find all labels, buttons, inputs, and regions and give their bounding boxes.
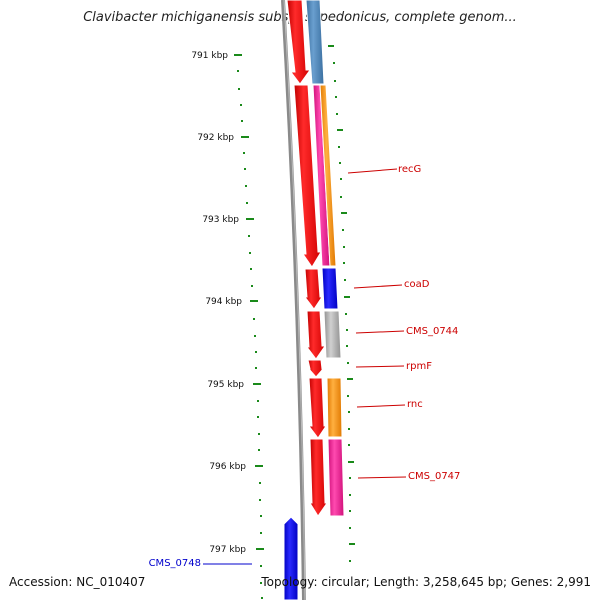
gene-label-cms0748: CMS_0748 [149,558,201,569]
leader-rnc [356,404,406,408]
feature-red-7 [309,438,328,517]
tick-label-791: 791 kbp [191,51,228,61]
feature-red-3 [304,268,323,310]
feature-orange-rnc [326,377,343,438]
tick-label-793: 793 kbp [202,215,239,225]
feature-grey-cms0744 [323,310,342,359]
gene-label-rnc: rnc [407,399,423,410]
accession-text: Accession: NC_010407 [9,575,146,589]
tick-791 [234,54,242,56]
tick-label-797: 797 kbp [209,545,246,555]
leader-rpmF [355,365,405,368]
gene-label-recG: recG [398,164,421,175]
tick-792 [241,136,249,138]
gene-labels: recG coaD CMS_0744 rpmF rnc CMS_0747 CMS… [149,164,461,569]
leader-cms0744 [355,330,405,334]
feature-blue-cms0748 [283,516,299,600]
feature-red-4 [306,310,326,360]
inner-dotted-ruler [328,45,355,562]
leader-coaD [353,284,403,289]
gene-label-coaD: coaD [404,279,430,290]
feature-red-6 [308,377,327,439]
feature-red-1 [286,0,311,85]
tick-795 [253,383,261,385]
colored-features [305,0,345,517]
leader-recG [347,168,398,174]
feature-red-2 [293,84,322,268]
tick-label-794: 794 kbp [205,297,242,307]
gene-label-cms0744: CMS_0744 [406,326,458,337]
tick-label-796: 796 kbp [209,462,246,472]
gene-label-rpmF: rpmF [406,361,432,372]
feature-blue-coaD [321,267,339,310]
outer-dotted-ruler [237,70,263,599]
feature-orange-recG [319,84,337,267]
label-leader-lines [203,168,407,565]
tick-796 [255,465,263,467]
forward-strand-features [286,0,328,517]
tick-label-792: 792 kbp [197,133,234,143]
topology-text: Topology: circular; Length: 3,258,645 bp… [261,575,591,589]
leader-cms0747 [357,476,407,479]
gene-label-cms0747: CMS_0747 [408,471,460,482]
feature-red-5 [307,359,325,378]
tick-793 [246,218,254,220]
genome-backbone [281,0,306,600]
feature-steelblue [305,0,325,85]
tick-794 [250,300,258,302]
ruler-ticks: 791 kbp 792 kbp 793 kbp 794 kbp 795 kbp … [191,51,264,555]
tick-label-795: 795 kbp [207,380,244,390]
tick-797 [256,548,264,550]
feature-magenta-cms0747 [327,438,345,517]
